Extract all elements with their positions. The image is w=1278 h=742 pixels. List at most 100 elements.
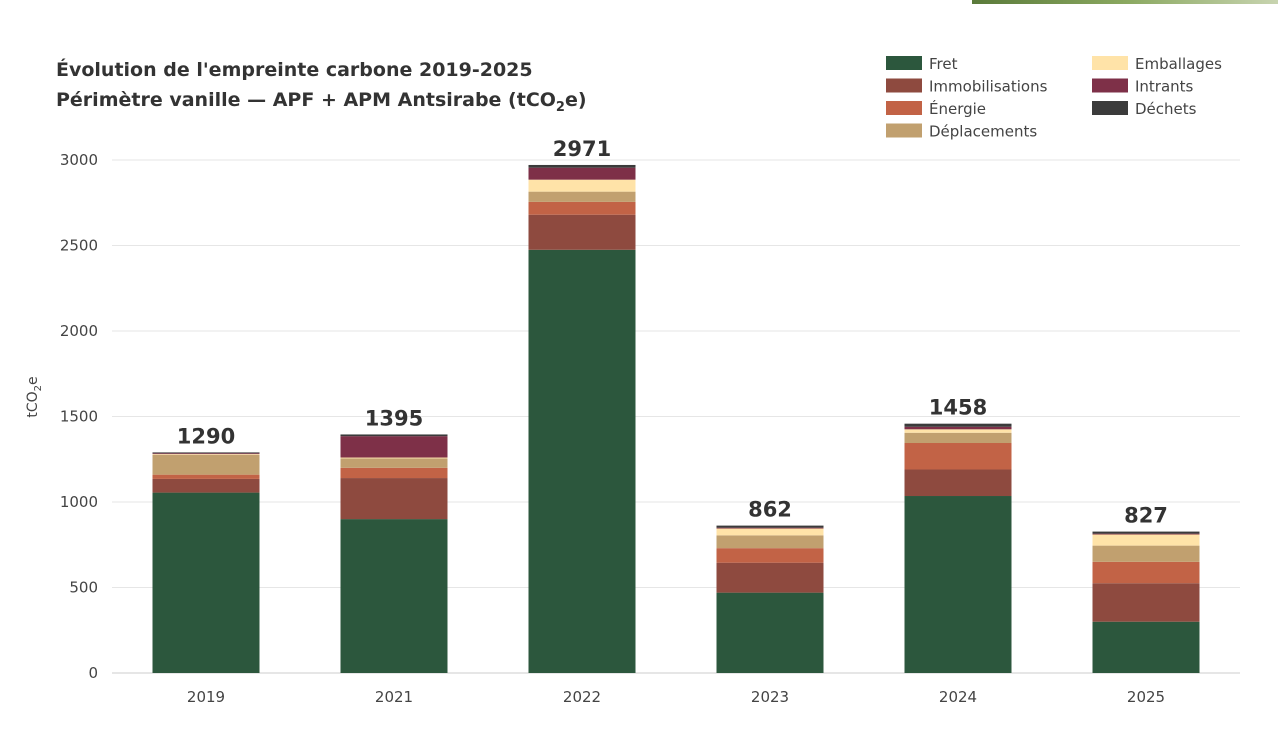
bar-segment-Fret: [716, 592, 824, 673]
chart-title-line-2: Périmètre vanille — APF + APM Antsirabe …: [56, 89, 587, 115]
bar-segment-Déchets: [528, 164, 636, 168]
y-tick-label: 2500: [60, 237, 98, 255]
bar-segment-Déplacements: [904, 432, 1012, 444]
legend-label: Fret: [929, 55, 958, 73]
bar-segment-Immobilisations: [904, 469, 1012, 497]
bar-segment-Déchets: [904, 423, 1012, 427]
legend-swatch: [1092, 101, 1128, 115]
legend-item-Déplacements: Déplacements: [886, 123, 1037, 141]
bar-stack-2025: [1092, 531, 1200, 673]
y-tick-label: 1000: [60, 493, 98, 511]
total-label-2024: 1458: [929, 396, 987, 420]
bar-segment-Emballages: [152, 454, 260, 455]
bar-segment-Immobilisations: [340, 478, 448, 520]
bar-segment-Intrants: [528, 167, 636, 180]
bar-segment-Immobilisations: [528, 214, 636, 250]
bar-segment-Emballages: [340, 457, 448, 459]
legend-swatch: [1092, 78, 1128, 93]
legend-swatch: [886, 123, 922, 138]
bar-stack-2021: [340, 434, 448, 673]
y-tick-label: 0: [88, 664, 98, 682]
bar-segment-Fret: [528, 249, 636, 673]
legend-swatch: [886, 56, 922, 70]
legend-item-Immobilisations: Immobilisations: [886, 78, 1048, 96]
header-decoration-image: [972, 0, 1278, 4]
legend-swatch: [886, 101, 922, 115]
bar-segment-Déplacements: [1092, 545, 1200, 562]
x-tick-label: 2021: [375, 688, 413, 706]
bar-segment-Énergie: [340, 467, 448, 479]
chart-title-subscript: 2: [556, 100, 565, 115]
x-tick-label: 2022: [563, 688, 601, 706]
bar-segment-Déchets: [1092, 531, 1200, 534]
y-tick-label: 500: [69, 579, 98, 597]
bar-segment-Déplacements: [152, 454, 260, 475]
legend-item-Déchets: Déchets: [1092, 100, 1197, 118]
bar-segment-Intrants: [904, 426, 1012, 430]
y-axis-title-subscript: 2: [33, 385, 44, 391]
bar-stacks: [152, 164, 1200, 673]
total-label-2023: 862: [748, 498, 792, 522]
legend-item-Fret: Fret: [886, 55, 958, 73]
legend-label: Déplacements: [929, 123, 1037, 141]
y-axis-title-prefix: tCO: [25, 391, 41, 417]
bar-stack-2024: [904, 423, 1012, 673]
legend-label: Emballages: [1135, 55, 1222, 73]
chart-title-line-2-suffix: e): [565, 89, 587, 111]
bar-segment-Intrants: [1092, 533, 1200, 535]
bar-segment-Fret: [1092, 621, 1200, 673]
bar-segment-Déchets: [716, 525, 824, 528]
gridlines: [112, 159, 1240, 674]
x-tick-label: 2025: [1127, 688, 1165, 706]
y-tick-label: 2000: [60, 322, 98, 340]
bar-segment-Énergie: [528, 201, 636, 215]
legend-label: Intrants: [1135, 78, 1194, 96]
bar-segment-Déchets: [152, 452, 260, 454]
bar-segment-Énergie: [904, 443, 1012, 470]
x-axis-tick-labels: 2019 2021 2022 2023 2024 2025: [187, 688, 1165, 706]
bar-segment-Emballages: [904, 429, 1012, 433]
bar-segment-Emballages: [528, 179, 636, 192]
bar-segment-Fret: [340, 519, 448, 673]
bar-segment-Intrants: [152, 453, 260, 455]
bar-segment-Déplacements: [340, 458, 448, 468]
bar-segment-Fret: [904, 496, 1012, 673]
total-label-2022: 2971: [553, 137, 611, 161]
y-tick-label: 1500: [60, 408, 98, 426]
x-tick-label: 2019: [187, 688, 225, 706]
legend-label: Immobilisations: [929, 78, 1048, 96]
bar-segment-Déchets: [340, 434, 448, 437]
total-label-2021: 1395: [365, 406, 423, 430]
bar-segment-Énergie: [1092, 561, 1200, 584]
legend-label: Énergie: [929, 99, 986, 118]
bar-segment-Énergie: [716, 548, 824, 563]
legend-item-Énergie: Énergie: [886, 99, 986, 118]
legend-item-Emballages: Emballages: [1092, 55, 1222, 73]
bar-stack-2022: [528, 164, 636, 673]
bar-segment-Intrants: [716, 527, 824, 529]
legend-swatch: [1092, 56, 1128, 70]
bar-segment-Déplacements: [716, 535, 824, 549]
bar-stack-2023: [716, 525, 824, 673]
x-tick-label: 2023: [751, 688, 789, 706]
total-label-2019: 1290: [177, 424, 235, 448]
chart-title-line-1: Évolution de l'empreinte carbone 2019-20…: [56, 58, 533, 81]
bar-segment-Intrants: [340, 436, 448, 458]
x-tick-label: 2024: [939, 688, 977, 706]
chart-title-line-2-prefix: Périmètre vanille — APF + APM Antsirabe …: [56, 89, 556, 111]
total-label-2025: 827: [1124, 504, 1168, 528]
bar-segment-Emballages: [1092, 534, 1200, 546]
total-labels: 1290 1395 2971 862 1458 827: [177, 137, 1168, 528]
bar-segment-Énergie: [152, 474, 260, 479]
bar-segment-Immobilisations: [152, 478, 260, 493]
y-axis-title: tCO2e: [25, 376, 44, 417]
bar-segment-Immobilisations: [716, 562, 824, 593]
y-axis-title-suffix: e: [25, 376, 41, 385]
bar-segment-Fret: [152, 492, 260, 673]
bar-segment-Déplacements: [528, 191, 636, 202]
legend-label: Déchets: [1135, 100, 1197, 118]
bar-stack-2019: [152, 452, 260, 673]
legend: Fret Immobilisations Énergie Déplacements Em…: [886, 55, 1222, 141]
bar-segment-Emballages: [716, 528, 824, 536]
